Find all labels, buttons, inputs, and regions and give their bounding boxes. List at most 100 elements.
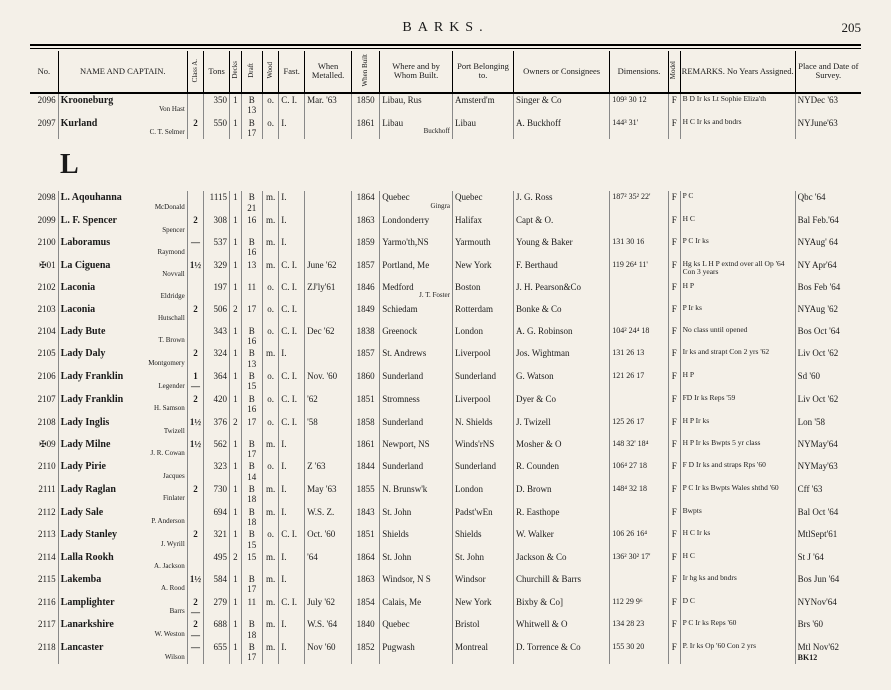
cell: H P Ir ks bbox=[680, 416, 795, 438]
cell: NYAug' 64 bbox=[795, 236, 861, 259]
cell: W.S. '64 bbox=[305, 618, 352, 641]
cell: B 17 bbox=[241, 573, 262, 596]
cell: Hg ks L H P extnd over all Op '64 Con 3 … bbox=[680, 259, 795, 281]
cell: 1864 bbox=[352, 191, 380, 214]
cell: NY Apr'64 bbox=[795, 259, 861, 281]
cell: LibauBuckhoff bbox=[380, 117, 453, 140]
cell: Sunderland bbox=[380, 416, 453, 438]
cell: 1 bbox=[230, 214, 242, 236]
cell: I. bbox=[279, 214, 305, 236]
cell: Boston bbox=[452, 281, 513, 303]
cell: o. bbox=[262, 303, 278, 325]
cell bbox=[610, 573, 669, 596]
cell: 1863 bbox=[352, 214, 380, 236]
cell: C. I. bbox=[279, 393, 305, 416]
cell: 11 bbox=[241, 281, 262, 303]
cell: I. bbox=[279, 438, 305, 461]
cell: Bos Oct '64 bbox=[795, 325, 861, 348]
cell: 187² 35² 22' bbox=[610, 191, 669, 214]
cell: I. bbox=[279, 117, 305, 140]
cell: 323 bbox=[204, 460, 230, 483]
cell: Liverpool bbox=[452, 393, 513, 416]
cell: B 15 bbox=[241, 370, 262, 393]
cell: I. bbox=[279, 236, 305, 259]
cell: 2106 bbox=[30, 370, 58, 393]
cell: F bbox=[668, 416, 680, 438]
cell: Halifax bbox=[452, 214, 513, 236]
cell: o. bbox=[262, 117, 278, 140]
cell: Whitwell & O bbox=[513, 618, 609, 641]
cell: Sunderland bbox=[380, 370, 453, 393]
cell: 506 bbox=[204, 303, 230, 325]
cell: 1857 bbox=[352, 259, 380, 281]
cell: 2099 bbox=[30, 214, 58, 236]
cell: '58 bbox=[305, 416, 352, 438]
cell: 2 bbox=[230, 416, 242, 438]
cell: H P bbox=[680, 281, 795, 303]
cell: H C bbox=[680, 551, 795, 573]
cell: I. bbox=[279, 506, 305, 529]
cell: C. I. bbox=[279, 303, 305, 325]
cell: Montreal bbox=[452, 641, 513, 664]
cell: July '62 bbox=[305, 596, 352, 619]
cell: Lalla RookhA. Jackson bbox=[58, 551, 187, 573]
cell: Bos Feb '64 bbox=[795, 281, 861, 303]
cell: I. bbox=[279, 641, 305, 664]
cell: St. John bbox=[452, 551, 513, 573]
cell: 125 26 17 bbox=[610, 416, 669, 438]
col-no: No. bbox=[30, 51, 58, 93]
table-row: 2106Lady FranklinLegender1—3641B 15o.C. … bbox=[30, 370, 861, 393]
cell: 2107 bbox=[30, 393, 58, 416]
cell: m. bbox=[262, 551, 278, 573]
cell: 112 29 9⁶ bbox=[610, 596, 669, 619]
cell: Ir ks and strapt Con 2 yrs '62 bbox=[680, 347, 795, 370]
cell: 1849 bbox=[352, 303, 380, 325]
table-row: 2096KrooneburgVon Hast3501B 13o.C. I.Mar… bbox=[30, 93, 861, 117]
cell: F bbox=[668, 528, 680, 551]
cell: 364 bbox=[204, 370, 230, 393]
cell: B 17 bbox=[241, 438, 262, 461]
cell: o. bbox=[262, 325, 278, 348]
cell: Londonderry bbox=[380, 214, 453, 236]
cell: m. bbox=[262, 483, 278, 506]
cell: Nov. '60 bbox=[305, 370, 352, 393]
cell: Lady DalyMontgomery bbox=[58, 347, 187, 370]
cell: June '62 bbox=[305, 259, 352, 281]
cell: 1— bbox=[187, 370, 203, 393]
cell: W. Walker bbox=[513, 528, 609, 551]
cell: Stromness bbox=[380, 393, 453, 416]
cell: Lady StanleyJ. Wyrill bbox=[58, 528, 187, 551]
cell: H C bbox=[680, 214, 795, 236]
cell: 1 bbox=[230, 393, 242, 416]
cell: MedfordJ. T. Foster bbox=[380, 281, 453, 303]
cell: D. Torrence & Co bbox=[513, 641, 609, 664]
cell bbox=[187, 551, 203, 573]
table-row: 2118LancasterWilson—6551B 17m.I.Nov '601… bbox=[30, 641, 861, 664]
table-row: 2112Lady SaleP. Anderson6941B 18m.I.W.S.… bbox=[30, 506, 861, 529]
cell: LakembaA. Rood bbox=[58, 573, 187, 596]
cell: F bbox=[668, 259, 680, 281]
cell: B 16 bbox=[241, 236, 262, 259]
cell: Rotterdam bbox=[452, 303, 513, 325]
cell bbox=[187, 93, 203, 117]
cell: 2117 bbox=[30, 618, 58, 641]
cell: NYMay'64 bbox=[795, 438, 861, 461]
cell: Mtl Nov'62BK12 bbox=[795, 641, 861, 664]
cell: F bbox=[668, 506, 680, 529]
cell: F D Ir ks and straps Rps '60 bbox=[680, 460, 795, 483]
cell: '62 bbox=[305, 393, 352, 416]
cell: 136² 30² 17' bbox=[610, 551, 669, 573]
cell: P. Ir ks Op '60 Con 2 yrs bbox=[680, 641, 795, 664]
cell: F bbox=[668, 393, 680, 416]
cell: LanarkshireW. Weston bbox=[58, 618, 187, 641]
cell: m. bbox=[262, 191, 278, 214]
cell: 17 bbox=[241, 416, 262, 438]
cell: 1843 bbox=[352, 506, 380, 529]
cell: 688 bbox=[204, 618, 230, 641]
cell bbox=[187, 191, 203, 214]
cell: N. Brunsw'k bbox=[380, 483, 453, 506]
cell: ✠01 bbox=[30, 259, 58, 281]
cell: 495 bbox=[204, 551, 230, 573]
cell: m. bbox=[262, 347, 278, 370]
cell: F bbox=[668, 573, 680, 596]
